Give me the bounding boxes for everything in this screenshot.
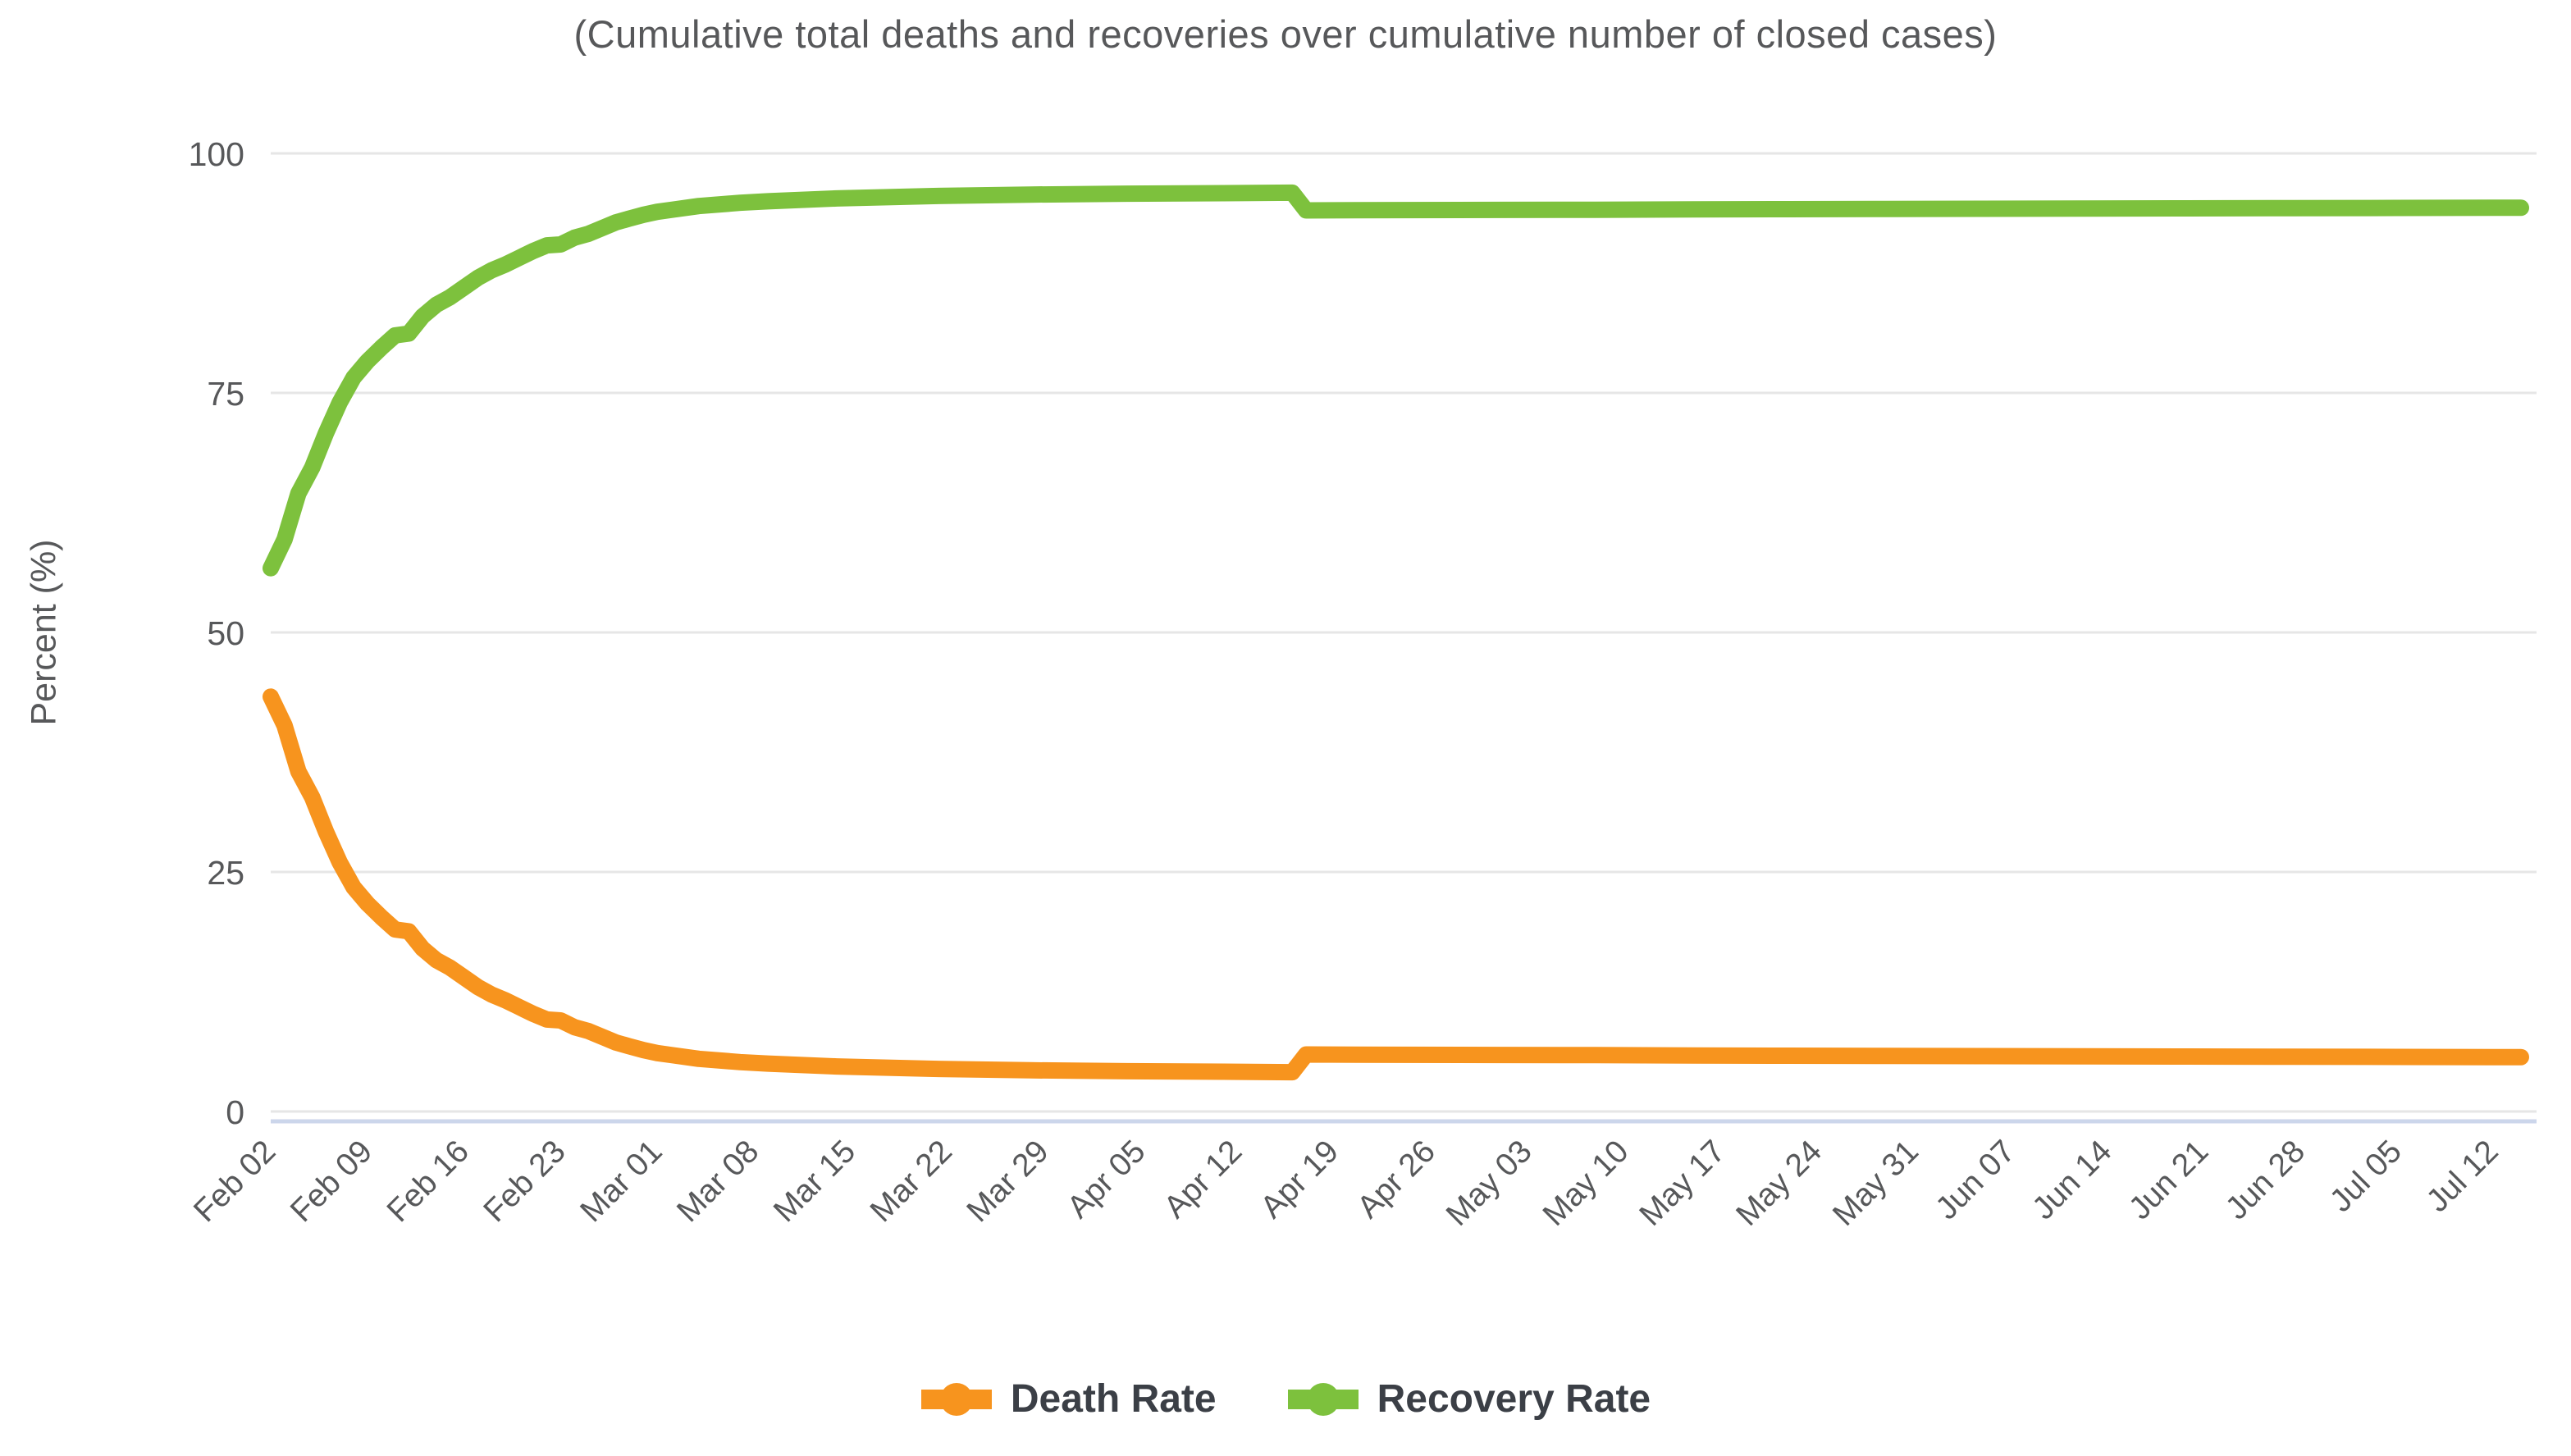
legend-item-death-rate[interactable]: Death Rate (920, 1376, 1217, 1422)
x-tick-label: Feb 09 (284, 1134, 379, 1229)
y-tick-label: 75 (207, 375, 244, 413)
x-tick-label: Mar 08 (670, 1134, 765, 1229)
legend-label-death-rate: Death Rate (1010, 1377, 1217, 1421)
x-tick-label: May 31 (1826, 1134, 1925, 1233)
x-tick-label: Mar 01 (573, 1134, 669, 1229)
x-tick-label: Jun 07 (1929, 1134, 2022, 1226)
series-line-death-rate (263, 688, 2529, 1081)
series-line-recovery-rate (263, 184, 2529, 577)
x-tick-label: Apr 26 (1350, 1134, 1442, 1226)
y-tick-label: 100 (189, 135, 244, 173)
x-tick-label: Feb 02 (187, 1134, 282, 1229)
x-tick-label: Feb 23 (477, 1134, 572, 1229)
x-tick-label: May 24 (1729, 1134, 1829, 1233)
x-tick-label: Mar 22 (864, 1134, 959, 1229)
x-tick-label: Jun 14 (2025, 1134, 2118, 1226)
x-tick-label: Jun 21 (2122, 1134, 2215, 1226)
x-tick-label: Mar 29 (961, 1134, 1056, 1229)
death-rate-line-marker-icon (920, 1382, 992, 1416)
chart-legend: Death Rate Recovery Rate (0, 1376, 2571, 1422)
x-tick-label: Feb 16 (381, 1134, 476, 1229)
x-tick-label: Apr 05 (1061, 1134, 1153, 1226)
x-tick-label: Apr 12 (1158, 1134, 1249, 1226)
x-tick-label: Jul 12 (2420, 1134, 2505, 1219)
x-tick-label: Mar 15 (767, 1134, 862, 1229)
y-tick-label: 50 (207, 614, 244, 652)
x-tick-label: Jul 05 (2323, 1134, 2409, 1219)
recovery-rate-line-marker-icon (1287, 1382, 1359, 1416)
x-tick-label: May 17 (1633, 1134, 1732, 1233)
chart-title: (Cumulative total deaths and recoveries … (573, 12, 1998, 56)
y-tick-label: 25 (207, 854, 244, 892)
y-tick-label: 0 (226, 1093, 244, 1131)
x-tick-label: May 03 (1440, 1134, 1539, 1233)
x-tick-label: Apr 19 (1254, 1134, 1345, 1226)
legend-label-recovery-rate: Recovery Rate (1377, 1377, 1651, 1421)
x-tick-label: Jun 28 (2219, 1134, 2312, 1226)
legend-item-recovery-rate[interactable]: Recovery Rate (1287, 1376, 1651, 1422)
x-tick-label: May 10 (1537, 1134, 1636, 1233)
